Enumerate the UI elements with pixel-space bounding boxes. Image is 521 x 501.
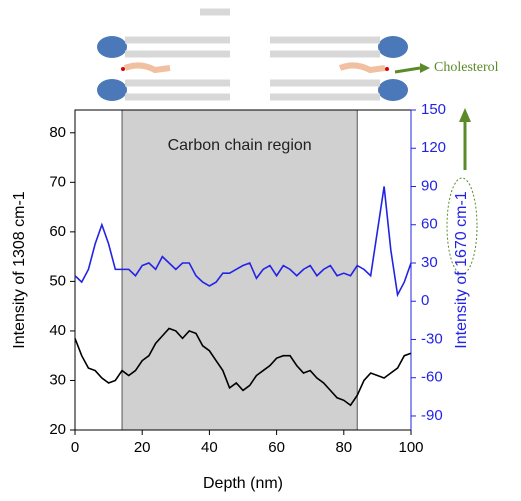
membrane-diagram xyxy=(97,8,478,275)
x-tick-label: 0 xyxy=(71,439,79,456)
y2-axis-label: Intensity of 1670 cm-1 xyxy=(453,191,470,349)
x-axis-label: Depth (nm) xyxy=(203,475,283,492)
y-tick-label: 40 xyxy=(49,322,66,339)
x-tick-label: 60 xyxy=(268,439,285,456)
y-tick-label: 70 xyxy=(49,173,66,190)
y2-tick-label: -60 xyxy=(421,369,443,386)
x-tick-label: 100 xyxy=(398,439,423,456)
y2-tick-label: 30 xyxy=(421,254,438,271)
y-axis-label: Intensity of 1308 cm-1 xyxy=(11,191,28,349)
series-line xyxy=(74,327,412,407)
y-tick-label: 30 xyxy=(49,371,66,388)
y2-tick-label: -30 xyxy=(421,330,443,347)
y-tick-label: 20 xyxy=(49,421,66,438)
x-tick-label: 20 xyxy=(134,439,151,456)
series-line xyxy=(74,186,412,298)
region-label: Carbon chain region xyxy=(168,137,312,154)
y-tick-label: 80 xyxy=(49,124,66,141)
y2-tick-label: 120 xyxy=(421,139,446,156)
y-tick-label: 50 xyxy=(49,272,66,289)
x-tick-label: 80 xyxy=(335,439,352,456)
y2-tick-label: -90 xyxy=(421,407,443,424)
y2-tick-label: 90 xyxy=(421,177,438,194)
annotation: Cholesterol xyxy=(434,60,499,75)
y-tick-label: 60 xyxy=(49,223,66,240)
y2-tick-label: 60 xyxy=(421,216,438,233)
x-tick-label: 40 xyxy=(201,439,218,456)
y2-tick-label: 0 xyxy=(421,292,429,309)
shaded-region xyxy=(121,109,358,431)
y2-tick-label: 150 xyxy=(421,101,446,118)
